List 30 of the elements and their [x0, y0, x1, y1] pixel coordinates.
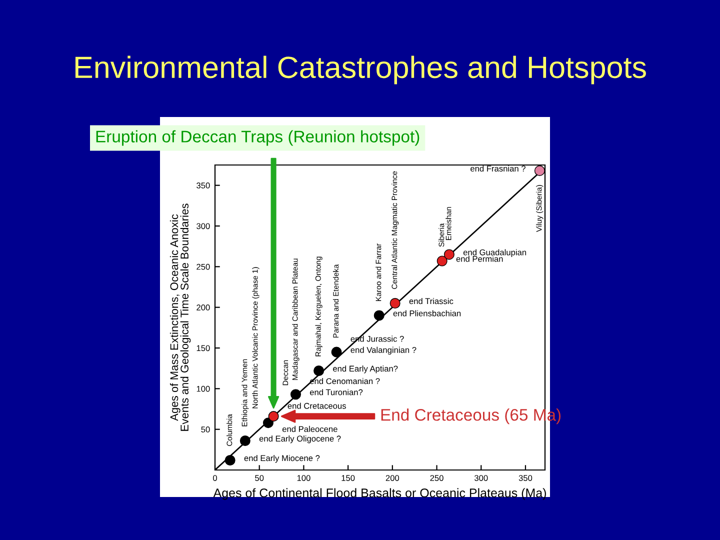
annotation: end Permian [456, 256, 503, 262]
annotation: end Pliensbachian [393, 310, 461, 316]
y-axis-title: Ages of Mass Extinctions, Oceanic Anoxic Events and Geological Time Scale Boundaries [170, 204, 191, 431]
y-tick-label: 150 [196, 345, 210, 352]
x-tick-label: 250 [430, 475, 444, 481]
annotation: end Triassic [409, 298, 454, 304]
x-tick-label: 0 [213, 475, 217, 481]
x-tick-label: 50 [255, 475, 264, 481]
annotation: end Frasnian ? [470, 165, 526, 172]
annotation: end Early Aptian? [333, 366, 398, 374]
x-tick-label: 350 [518, 475, 532, 481]
annotation: end Cretaceous [288, 402, 346, 409]
annotation: end Guadalupian [463, 249, 526, 257]
annotation: end Valanginian ? [350, 346, 416, 355]
x-tick-label: 150 [342, 475, 355, 481]
y-tick-label: 350 [196, 182, 210, 188]
annotation: end Paleocene [282, 426, 338, 432]
text: Eruption of Deccan Traps (Reunion hotspot) [96, 130, 420, 146]
y-tick-label: 100 [196, 386, 210, 392]
chart-title: Environmental Catastrophes and Hotspots [75, 56, 646, 84]
y-tick-label: 250 [196, 264, 210, 270]
x-tick-label: 100 [297, 475, 310, 481]
annotation: end Early Oligocene ? [259, 435, 341, 444]
y-tick-label: 300 [196, 223, 210, 230]
x-tick-label: 200 [386, 475, 400, 481]
y-tick-label: 50 [201, 426, 210, 432]
x-tick-label: 300 [474, 475, 488, 481]
annotation: end Turonian? [310, 389, 363, 396]
annotation: end Early Miocene ? [244, 454, 320, 463]
y-tick-label: 200 [196, 304, 210, 310]
